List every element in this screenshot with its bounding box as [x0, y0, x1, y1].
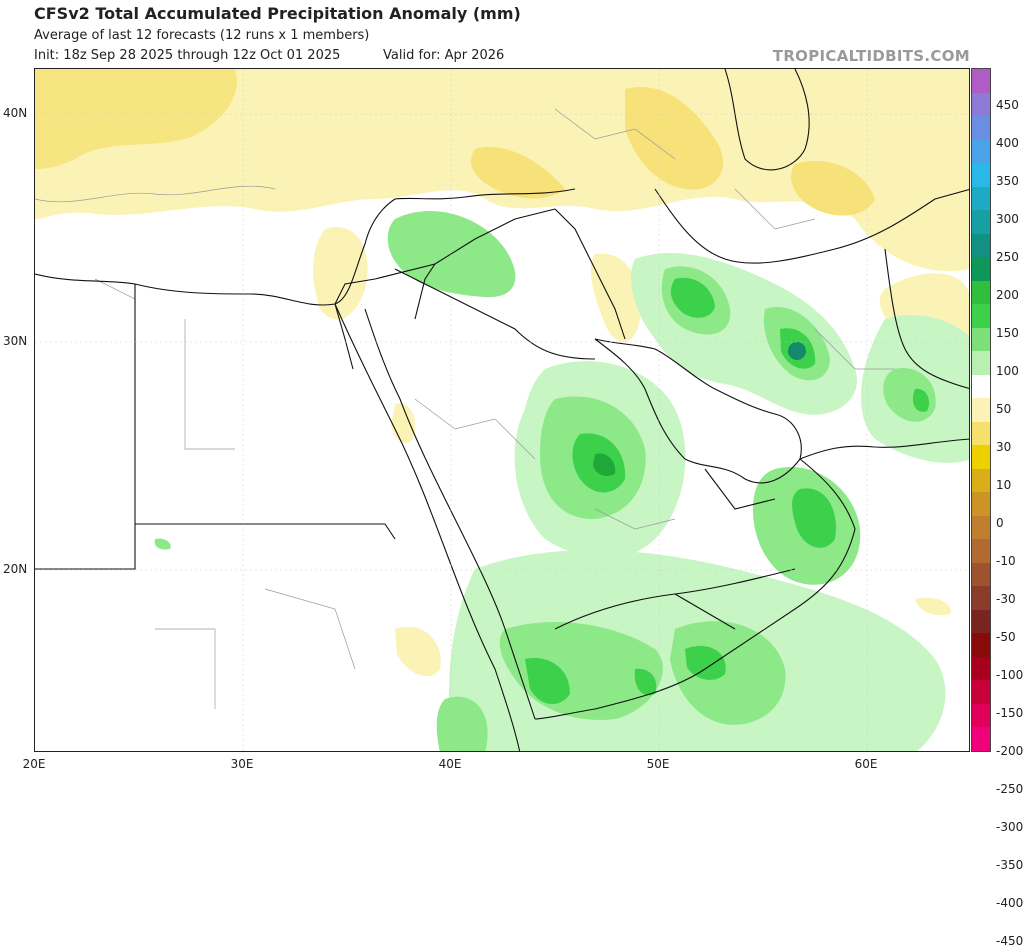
colorbar-label: 400	[996, 136, 1019, 150]
colorbar-segment	[972, 304, 990, 328]
colorbar-segment	[972, 633, 990, 657]
colorbar-label: -300	[996, 820, 1024, 834]
colorbar-segment	[972, 609, 990, 634]
colorbar-segment	[972, 445, 990, 469]
colorbar-label: -250	[996, 782, 1024, 796]
colorbar-segment	[972, 210, 990, 234]
colorbar-segment	[972, 233, 990, 258]
colorbar-label: 10	[996, 478, 1012, 492]
colorbar-segment	[972, 586, 990, 610]
colorbar-label: 200	[996, 288, 1019, 302]
colorbar-label: 150	[996, 326, 1019, 340]
x-tick-50e: 50E	[646, 757, 670, 771]
graticule	[35, 69, 969, 751]
y-tick-30n: 30N	[3, 334, 28, 348]
colorbar-segment	[972, 186, 990, 211]
colorbar-segment	[972, 398, 990, 422]
colorbar-label: -350	[996, 858, 1024, 872]
y-tick-40n: 40N	[3, 106, 28, 120]
precip-anomaly-map	[34, 68, 970, 752]
colorbar-label: -30	[996, 592, 1016, 606]
colorbar-segment	[972, 163, 990, 187]
colorbar-segment	[972, 69, 990, 93]
colorbar-label: 300	[996, 212, 1019, 226]
colorbar-label: -50	[996, 630, 1016, 644]
colorbar-label: -150	[996, 706, 1024, 720]
colorbar-label: -10	[996, 554, 1016, 568]
colorbar-segment	[972, 562, 990, 587]
x-tick-30e: 30E	[230, 757, 254, 771]
colorbar-segment	[972, 257, 990, 281]
colorbar-segment	[972, 116, 990, 140]
wet-anomaly-areas	[154, 210, 969, 751]
colorbar-label: 0	[996, 516, 1004, 530]
colorbar-segment	[972, 421, 990, 446]
colorbar-label: 100	[996, 364, 1019, 378]
colorbar-label: -100	[996, 668, 1024, 682]
colorbar-label: -400	[996, 896, 1024, 910]
colorbar-segment	[972, 703, 990, 728]
colorbar-label: 30	[996, 440, 1012, 454]
colorbar-segment	[972, 656, 990, 681]
colorbar-label: 50	[996, 402, 1012, 416]
y-tick-20n: 20N	[3, 562, 28, 576]
map-canvas	[35, 69, 969, 751]
chart-title: CFSv2 Total Accumulated Precipitation An…	[34, 4, 521, 23]
x-tick-20e: 20E	[22, 757, 46, 771]
colorbar-label: 450	[996, 98, 1019, 112]
colorbar-segment	[972, 374, 990, 399]
colorbar-segment	[972, 515, 990, 540]
colorbar-label: -450	[996, 934, 1024, 948]
colorbar-segment	[972, 280, 990, 305]
colorbar-segment	[972, 468, 990, 493]
colorbar-label: -200	[996, 744, 1024, 758]
x-tick-60e: 60E	[854, 757, 878, 771]
x-tick-40e: 40E	[438, 757, 462, 771]
colorbar-segment	[972, 492, 990, 516]
colorbar	[971, 68, 991, 752]
brand-watermark: TROPICALTIDBITS.COM	[772, 47, 970, 65]
chart-subtitle: Average of last 12 forecasts (12 runs x …	[34, 28, 370, 43]
colorbar-segment	[972, 680, 990, 704]
colorbar-segment	[972, 351, 990, 375]
colorbar-segment	[972, 139, 990, 164]
colorbar-label: 250	[996, 250, 1019, 264]
colorbar-segment	[972, 539, 990, 563]
colorbar-segment	[972, 727, 990, 751]
colorbar-segment	[972, 92, 990, 117]
borders-coastlines	[35, 69, 969, 751]
valid-time-label: Valid for: Apr 2026	[383, 48, 505, 63]
init-time-label: Init: 18z Sep 28 2025 through 12z Oct 01…	[34, 48, 341, 63]
colorbar-segment	[972, 327, 990, 352]
colorbar-label: 350	[996, 174, 1019, 188]
